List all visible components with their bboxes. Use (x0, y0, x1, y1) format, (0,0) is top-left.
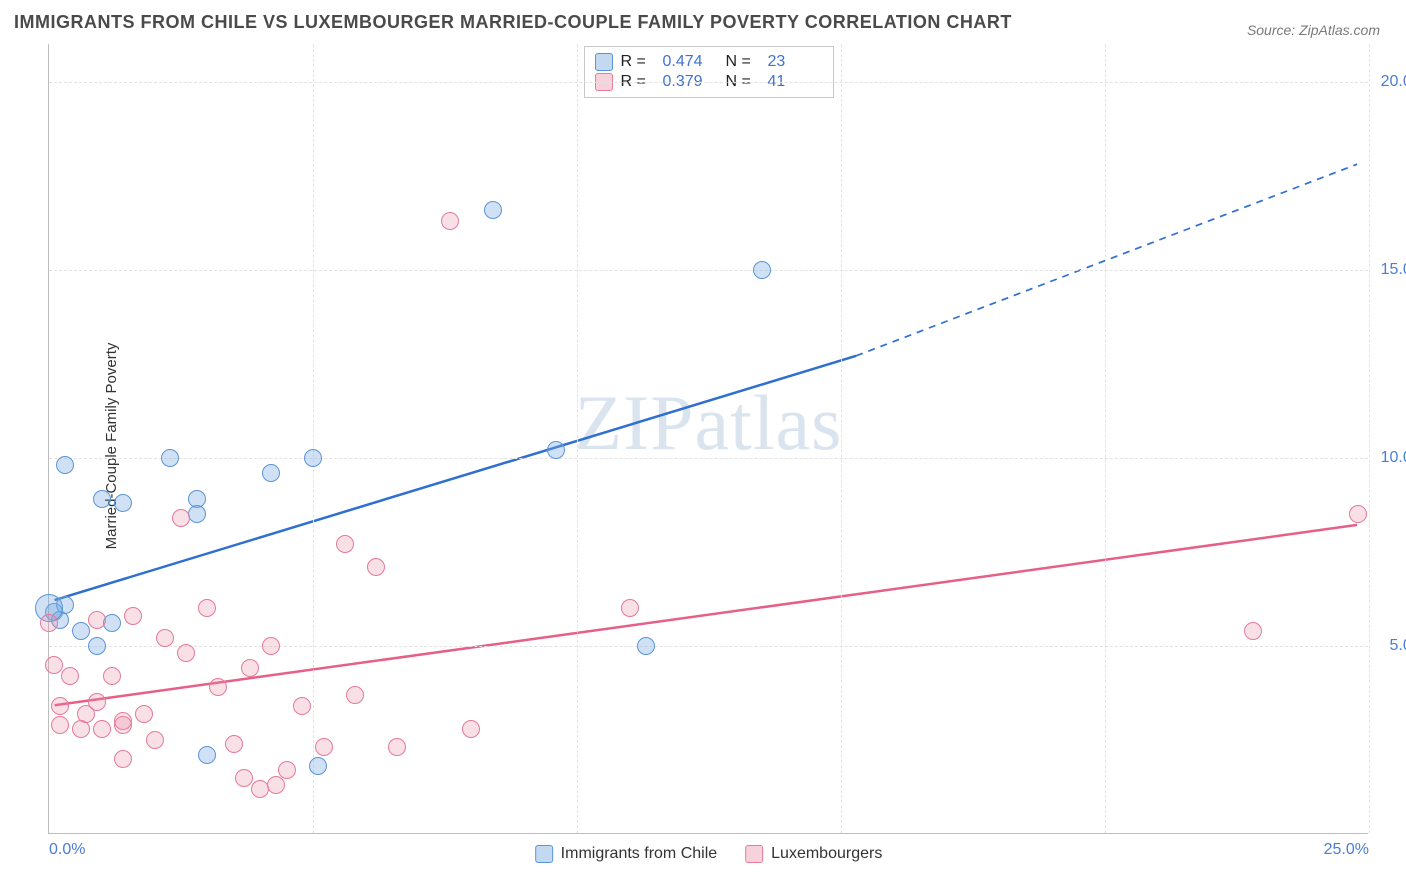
data-point (753, 261, 771, 279)
legend-label: Luxembourgers (771, 845, 882, 863)
data-point (367, 558, 385, 576)
data-point (93, 490, 111, 508)
data-point (241, 659, 259, 677)
watermark-text: ZIPatlas (575, 378, 843, 468)
legend-row: R = 0.474 N = 23 (595, 53, 823, 71)
data-point (304, 449, 322, 467)
data-point (235, 769, 253, 787)
series-legend: Immigrants from Chile Luxembourgers (535, 845, 883, 863)
gridline-v (841, 44, 842, 833)
data-point (209, 678, 227, 696)
data-point (114, 750, 132, 768)
data-point (198, 746, 216, 764)
data-point (146, 731, 164, 749)
data-point (45, 656, 63, 674)
data-point (103, 614, 121, 632)
n-value: 23 (768, 53, 823, 71)
data-point (56, 456, 74, 474)
x-tick-label: 0.0% (49, 841, 85, 859)
r-label: R = (621, 53, 655, 71)
data-point (388, 738, 406, 756)
data-point (309, 757, 327, 775)
data-point (88, 611, 106, 629)
correlation-legend: R =0.474N =23R =0.379N =41 (584, 46, 834, 98)
r-value: 0.474 (663, 53, 718, 71)
legend-item: Immigrants from Chile (535, 845, 717, 863)
legend-item: Luxembourgers (745, 845, 882, 863)
data-point (346, 686, 364, 704)
data-point (1349, 505, 1367, 523)
n-label: N = (726, 53, 760, 71)
data-point (336, 535, 354, 553)
data-point (114, 712, 132, 730)
data-point (1244, 622, 1262, 640)
data-point (124, 607, 142, 625)
data-point (484, 201, 502, 219)
gridline-h (49, 270, 1368, 271)
data-point (51, 697, 69, 715)
data-point (262, 464, 280, 482)
data-point (72, 622, 90, 640)
data-point (198, 599, 216, 617)
gridline-h (49, 646, 1368, 647)
legend-swatch (745, 845, 763, 863)
gridline-v (313, 44, 314, 833)
data-point (93, 720, 111, 738)
data-point (135, 705, 153, 723)
data-point (441, 212, 459, 230)
chart-plot-area: ZIPatlas R =0.474N =23R =0.379N =41 Immi… (48, 44, 1368, 834)
data-point (293, 697, 311, 715)
data-point (547, 441, 565, 459)
data-point (262, 637, 280, 655)
legend-label: Immigrants from Chile (561, 845, 717, 863)
data-point (51, 716, 69, 734)
data-point (156, 629, 174, 647)
gridline-h (49, 458, 1368, 459)
data-point (315, 738, 333, 756)
source-attribution: Source: ZipAtlas.com (1247, 22, 1380, 38)
data-point (88, 637, 106, 655)
chart-title: IMMIGRANTS FROM CHILE VS LUXEMBOURGER MA… (14, 12, 1012, 33)
data-point (637, 637, 655, 655)
trend-lines (49, 44, 1368, 833)
data-point (278, 761, 296, 779)
data-point (462, 720, 480, 738)
data-point (40, 614, 58, 632)
legend-swatch (595, 53, 613, 71)
data-point (621, 599, 639, 617)
data-point (61, 667, 79, 685)
gridline-v (1369, 44, 1370, 833)
data-point (172, 509, 190, 527)
y-tick-label: 5.0% (1371, 637, 1406, 655)
data-point (114, 494, 132, 512)
gridline-v (577, 44, 578, 833)
gridline-v (1105, 44, 1106, 833)
data-point (103, 667, 121, 685)
gridline-h (49, 82, 1368, 83)
y-tick-label: 10.0% (1371, 449, 1406, 467)
data-point (161, 449, 179, 467)
y-tick-label: 20.0% (1371, 73, 1406, 91)
x-tick-label: 25.0% (1324, 841, 1369, 859)
data-point (267, 776, 285, 794)
data-point (88, 693, 106, 711)
data-point (225, 735, 243, 753)
y-tick-label: 15.0% (1371, 261, 1406, 279)
data-point (177, 644, 195, 662)
legend-swatch (535, 845, 553, 863)
data-point (188, 505, 206, 523)
